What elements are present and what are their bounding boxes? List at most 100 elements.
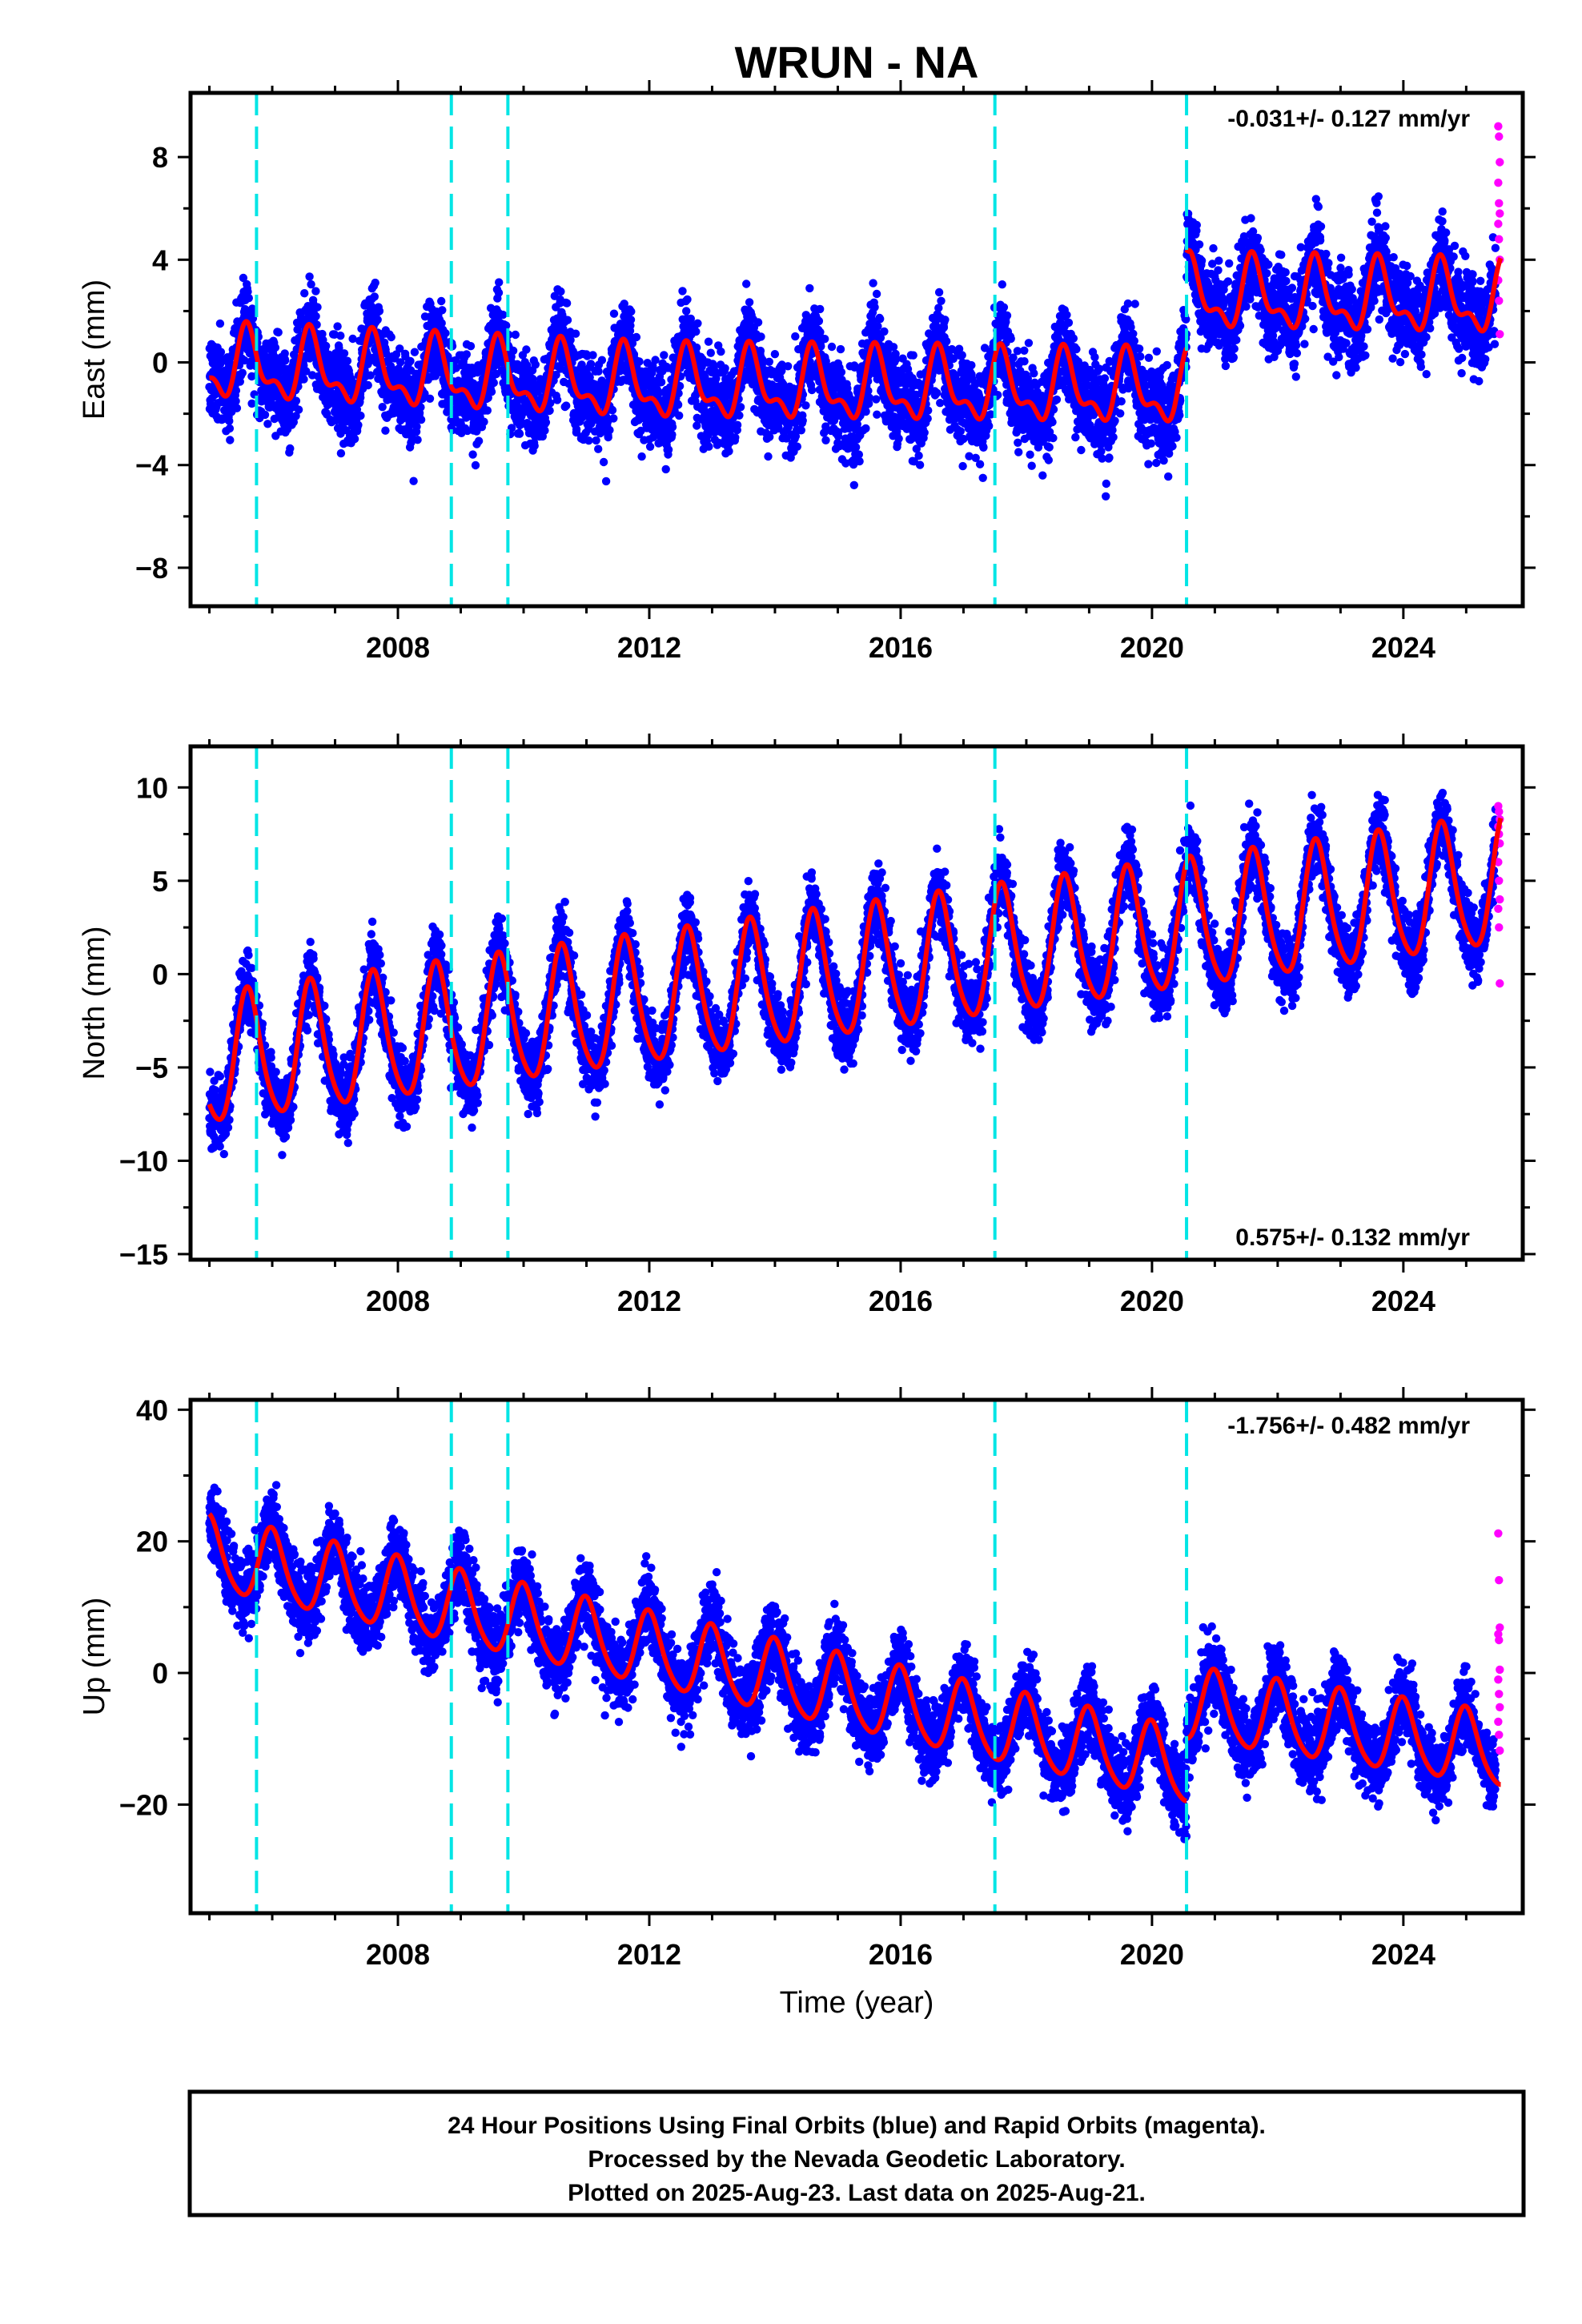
final-orbit-point	[487, 388, 496, 396]
final-orbit-point	[924, 406, 933, 415]
final-orbit-point	[271, 343, 280, 352]
final-orbit-point	[872, 395, 881, 404]
final-orbit-point	[508, 346, 518, 356]
final-orbit-point	[941, 316, 950, 324]
final-orbit-point	[693, 319, 702, 328]
final-orbit-point	[1024, 339, 1034, 348]
final-orbit-point	[601, 476, 611, 486]
chart-title: WRUN - NA	[735, 37, 979, 87]
final-orbit-point	[673, 400, 683, 409]
final-orbit-point	[410, 348, 420, 356]
final-orbit-point	[791, 332, 800, 341]
final-orbit-point	[226, 436, 235, 444]
final-orbit-point	[894, 434, 903, 443]
final-orbit-point	[975, 460, 985, 468]
final-orbit-point	[849, 480, 859, 489]
final-orbit-point	[244, 294, 253, 303]
final-orbit-point	[967, 360, 976, 370]
final-orbit-point	[797, 426, 805, 435]
final-orbit-point	[880, 327, 889, 336]
final-orbit-point	[350, 434, 359, 444]
final-orbit-point	[594, 444, 603, 453]
east-plot-area	[205, 122, 1504, 501]
final-orbit-point	[299, 375, 308, 384]
final-orbit-point	[706, 348, 715, 357]
final-orbit-point	[1052, 395, 1062, 404]
final-orbit-point	[645, 442, 655, 451]
final-orbit-point	[660, 351, 669, 360]
final-orbit-point	[339, 349, 349, 358]
final-orbit-point	[483, 406, 492, 415]
final-orbit-point	[735, 411, 744, 420]
final-orbit-point	[556, 287, 565, 296]
final-orbit-point	[742, 279, 751, 288]
final-orbit-point	[313, 303, 322, 312]
final-orbit-point	[705, 442, 713, 451]
final-orbit-point	[511, 330, 520, 340]
final-orbit-point	[280, 349, 289, 358]
final-orbit-point	[263, 420, 272, 428]
final-orbit-point	[474, 436, 484, 445]
final-orbit-point	[934, 287, 944, 297]
final-orbit-point	[704, 337, 713, 346]
final-orbit-point	[725, 447, 733, 456]
final-orbit-point	[745, 298, 754, 307]
final-orbit-point	[300, 289, 309, 298]
final-orbit-point	[608, 406, 617, 415]
final-orbit-point	[294, 405, 303, 414]
final-orbit-point	[678, 287, 687, 296]
final-orbit-point	[571, 329, 580, 338]
final-orbit-point	[855, 456, 864, 466]
final-orbit-point	[915, 460, 925, 469]
final-orbit-point	[311, 312, 320, 321]
final-orbit-point	[827, 342, 837, 352]
final-orbit-point	[311, 287, 320, 296]
final-orbit-point	[356, 411, 365, 420]
final-orbit-point	[231, 396, 240, 406]
final-orbit-point	[920, 428, 929, 437]
final-orbit-point	[238, 368, 247, 377]
final-orbit-point	[373, 316, 382, 324]
final-orbit-point	[231, 386, 241, 395]
final-orbit-point	[956, 427, 966, 436]
final-orbit-point	[873, 410, 881, 419]
final-orbit-point	[721, 364, 729, 373]
final-orbit-point	[381, 426, 390, 435]
final-orbit-point	[312, 320, 321, 329]
final-orbit-point	[1002, 311, 1012, 320]
final-orbit-point	[815, 304, 825, 314]
final-orbit-point	[651, 356, 660, 364]
final-orbit-point	[648, 364, 657, 373]
final-orbit-point	[609, 414, 618, 423]
final-orbit-point	[692, 327, 701, 336]
final-orbit-point	[466, 342, 476, 351]
final-orbit-point	[375, 307, 384, 316]
final-orbit-point	[692, 343, 701, 352]
final-orbit-point	[425, 394, 435, 403]
final-orbit-point	[588, 351, 597, 360]
final-orbit-point	[562, 299, 572, 308]
final-orbit-point	[801, 401, 810, 410]
final-orbit-point	[1014, 448, 1023, 456]
final-orbit-point	[371, 278, 379, 287]
final-orbit-point	[635, 357, 644, 366]
final-orbit-point	[978, 473, 987, 482]
final-orbit-point	[515, 429, 524, 438]
final-orbit-point	[821, 335, 829, 344]
final-orbit-point	[480, 417, 488, 426]
final-orbit-point	[243, 287, 252, 296]
final-orbit-point	[495, 278, 504, 287]
final-orbit-point	[637, 452, 646, 461]
final-orbit-point	[562, 401, 571, 410]
final-orbit-point	[605, 425, 614, 435]
final-orbit-point	[572, 424, 581, 434]
final-orbit-point	[531, 360, 540, 369]
final-orbit-point	[1045, 443, 1054, 452]
final-orbit-point	[412, 422, 421, 431]
final-orbit-point	[604, 432, 612, 442]
final-orbit-point	[683, 295, 692, 304]
final-orbit-point	[307, 279, 315, 289]
final-orbit-point	[406, 356, 415, 366]
final-orbit-point	[413, 436, 422, 444]
